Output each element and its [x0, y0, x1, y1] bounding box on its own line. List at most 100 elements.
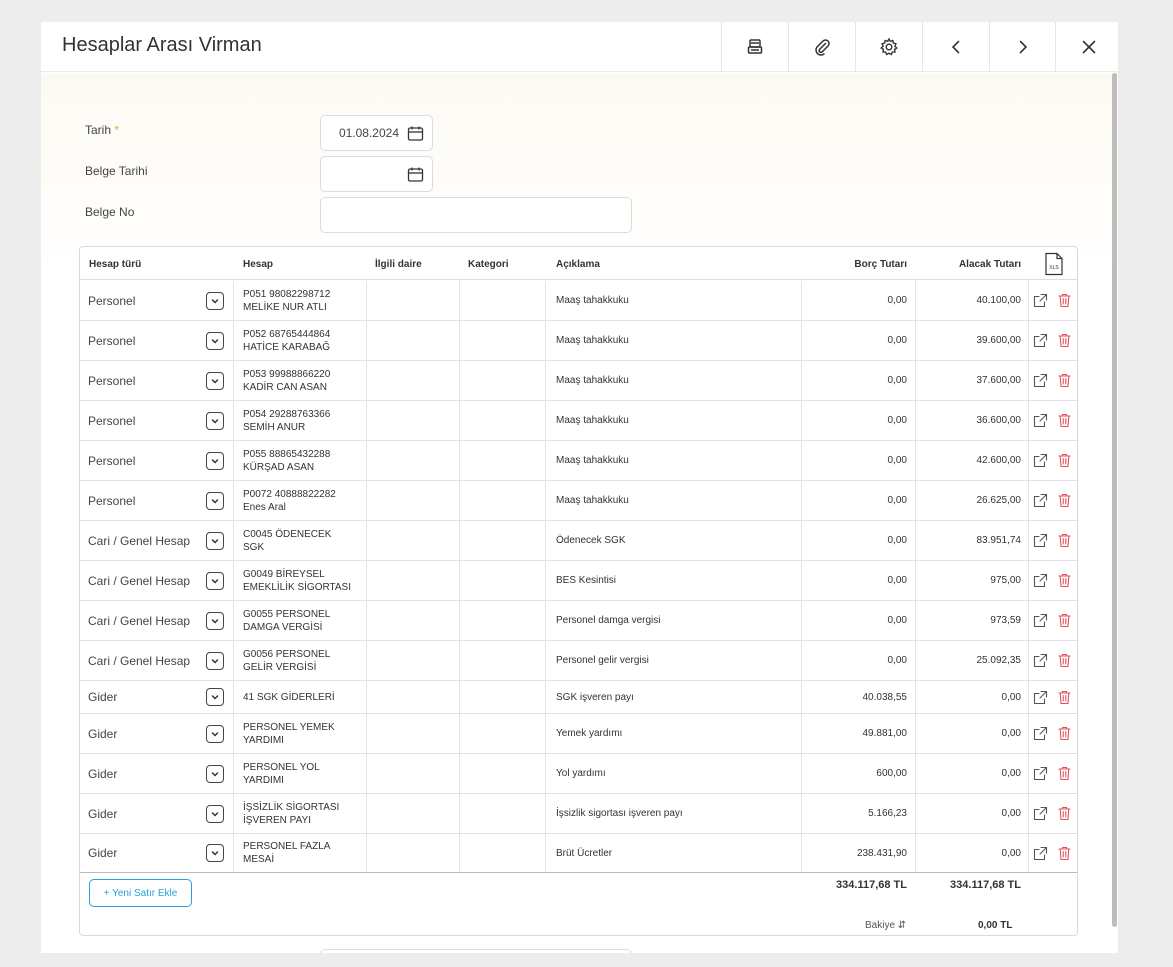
hesap-turu-dropdown[interactable]	[206, 291, 224, 310]
alacak-cell[interactable]: 0,00	[1001, 847, 1021, 859]
hesap-cell[interactable]: G0056 PERSONEL GELİR VERGİSİ	[243, 641, 368, 680]
alacak-cell[interactable]: 0,00	[1001, 768, 1021, 779]
hesap-cell[interactable]: P055 88865432288 KÜRŞAD ASAN	[243, 441, 368, 480]
hesap-cell[interactable]: PERSONEL YEMEK YARDIMI	[243, 714, 368, 753]
table-row[interactable]: Personel P051 98082298712 MELİKE NUR ATLI M…	[80, 281, 1077, 321]
attach-button[interactable]	[788, 22, 855, 72]
hesap-turu-cell[interactable]: Gider	[88, 690, 118, 704]
alacak-cell[interactable]: 26.625,00	[976, 495, 1022, 506]
row-edit-button[interactable]	[1033, 441, 1048, 480]
table-row[interactable]: Gider PERSONEL YOL YARDIMI Yol yardımı 600,0…	[80, 754, 1077, 794]
row-delete-button[interactable]	[1057, 681, 1072, 713]
hesap-turu-dropdown[interactable]	[206, 611, 224, 630]
row-edit-button[interactable]	[1033, 361, 1048, 400]
next-button[interactable]	[989, 22, 1056, 72]
close-button[interactable]	[1055, 22, 1118, 72]
borc-cell[interactable]: 0,00	[887, 655, 907, 666]
hesap-turu-cell[interactable]: Gider	[88, 766, 118, 781]
borc-cell[interactable]: 0,00	[887, 335, 907, 346]
hesap-turu-dropdown[interactable]	[206, 804, 224, 823]
aciklama-cell[interactable]: Personel gelir vergisi	[556, 655, 649, 666]
add-row-button[interactable]: + Yeni Satır Ekle	[89, 879, 192, 907]
hesap-turu-dropdown[interactable]	[206, 571, 224, 590]
belge-no-field[interactable]	[320, 197, 632, 233]
table-row[interactable]: Cari / Genel Hesap G0049 BİREYSEL EMEKLİLİ…	[80, 561, 1077, 601]
alacak-cell[interactable]: 0,00	[1001, 808, 1021, 819]
hesap-turu-dropdown[interactable]	[206, 844, 224, 862]
hesap-turu-cell[interactable]: Gider	[88, 726, 118, 741]
row-delete-button[interactable]	[1057, 401, 1072, 440]
table-row[interactable]: Personel P053 99988866220 KADİR CAN ASAN Ma…	[80, 361, 1077, 401]
hesap-turu-cell[interactable]: Cari / Genel Hesap	[88, 573, 191, 588]
hesap-turu-cell[interactable]: Gider	[88, 806, 118, 821]
col-hesap-turu[interactable]: Hesap türü	[89, 259, 142, 270]
row-edit-button[interactable]	[1033, 561, 1048, 600]
next-field-partial[interactable]	[320, 949, 632, 953]
borc-cell[interactable]: 238.431,90	[856, 847, 907, 859]
row-delete-button[interactable]	[1057, 361, 1072, 400]
borc-cell[interactable]: 0,00	[887, 575, 907, 586]
hesap-cell[interactable]: G0049 BİREYSEL EMEKLİLİK SİGORTASI	[243, 561, 368, 600]
aciklama-cell[interactable]: Maaş tahakkuku	[556, 295, 629, 306]
table-row[interactable]: Cari / Genel Hesap G0055 PERSONEL DAMGA VE…	[80, 601, 1077, 641]
tarih-field[interactable]: 01.08.2024	[320, 115, 433, 151]
aciklama-cell[interactable]: Maaş tahakkuku	[556, 455, 629, 466]
print-button[interactable]	[721, 22, 788, 72]
col-borc-tutari[interactable]: Borç Tutarı	[854, 259, 907, 270]
row-delete-button[interactable]	[1057, 714, 1072, 753]
hesap-turu-cell[interactable]: Personel	[88, 293, 136, 308]
aciklama-cell[interactable]: Yol yardımı	[556, 768, 606, 779]
aciklama-cell[interactable]: Maaş tahakkuku	[556, 335, 629, 346]
hesap-turu-cell[interactable]: Personel	[88, 493, 136, 508]
table-row[interactable]: Gider 41 SGK GİDERLERİ SGK işveren payı 40.…	[80, 681, 1077, 714]
row-edit-button[interactable]	[1033, 754, 1048, 793]
hesap-turu-dropdown[interactable]	[206, 411, 224, 430]
borc-cell[interactable]: 49.881,00	[862, 728, 908, 739]
alacak-cell[interactable]: 975,00	[990, 575, 1021, 586]
row-edit-button[interactable]	[1033, 834, 1048, 872]
hesap-turu-cell[interactable]: Cari / Genel Hesap	[88, 613, 191, 628]
hesap-cell[interactable]: 41 SGK GİDERLERİ	[243, 681, 368, 713]
aciklama-cell[interactable]: Maaş tahakkuku	[556, 495, 629, 506]
row-edit-button[interactable]	[1033, 714, 1048, 753]
row-delete-button[interactable]	[1057, 834, 1072, 872]
aciklama-cell[interactable]: İşsizlik sigortası işveren payı	[556, 808, 683, 819]
hesap-turu-dropdown[interactable]	[206, 531, 224, 550]
hesap-turu-dropdown[interactable]	[206, 331, 224, 350]
row-delete-button[interactable]	[1057, 561, 1072, 600]
col-ilgili-daire[interactable]: İlgili daire	[375, 259, 422, 270]
row-edit-button[interactable]	[1033, 794, 1048, 833]
alacak-cell[interactable]: 0,00	[1001, 728, 1021, 739]
borc-cell[interactable]: 600,00	[876, 768, 907, 779]
table-row[interactable]: Personel P055 88865432288 KÜRŞAD ASAN Maaş …	[80, 441, 1077, 481]
row-delete-button[interactable]	[1057, 754, 1072, 793]
hesap-cell[interactable]: PERSONEL FAZLA MESAİ	[243, 834, 368, 872]
hesap-cell[interactable]: P054 29288763366 SEMİH ANUR	[243, 401, 368, 440]
hesap-cell[interactable]: P051 98082298712 MELİKE NUR ATLI	[243, 281, 368, 320]
hesap-turu-dropdown[interactable]	[206, 371, 224, 390]
aciklama-cell[interactable]: Yemek yardımı	[556, 728, 623, 739]
belge-tarihi-field[interactable]	[320, 156, 433, 192]
hesap-turu-cell[interactable]: Cari / Genel Hesap	[88, 653, 191, 668]
borc-cell[interactable]: 0,00	[887, 495, 907, 506]
aciklama-cell[interactable]: Brüt Ücretler	[556, 847, 613, 859]
row-edit-button[interactable]	[1033, 521, 1048, 560]
table-row[interactable]: Gider PERSONEL YEMEK YARDIMI Yemek yardımı 4…	[80, 714, 1077, 754]
hesap-turu-dropdown[interactable]	[206, 651, 224, 670]
alacak-cell[interactable]: 37.600,00	[976, 375, 1022, 386]
borc-cell[interactable]: 0,00	[887, 535, 907, 546]
row-delete-button[interactable]	[1057, 481, 1072, 520]
calendar-icon[interactable]	[407, 125, 424, 142]
hesap-turu-cell[interactable]: Personel	[88, 333, 136, 348]
aciklama-cell[interactable]: Personel damga vergisi	[556, 615, 661, 626]
borc-cell[interactable]: 0,00	[887, 455, 907, 466]
alacak-cell[interactable]: 83.951,74	[976, 535, 1022, 546]
aciklama-cell[interactable]: SGK işveren payı	[556, 691, 634, 703]
alacak-cell[interactable]: 36.600,00	[976, 415, 1022, 426]
export-xls-button[interactable]: XLS	[1044, 252, 1064, 281]
borc-cell[interactable]: 0,00	[887, 375, 907, 386]
hesap-turu-cell[interactable]: Cari / Genel Hesap	[88, 533, 191, 548]
alacak-cell[interactable]: 973,59	[990, 615, 1021, 626]
aciklama-cell[interactable]: Ödenecek SGK	[556, 535, 626, 546]
hesap-cell[interactable]: P053 99988866220 KADİR CAN ASAN	[243, 361, 368, 400]
